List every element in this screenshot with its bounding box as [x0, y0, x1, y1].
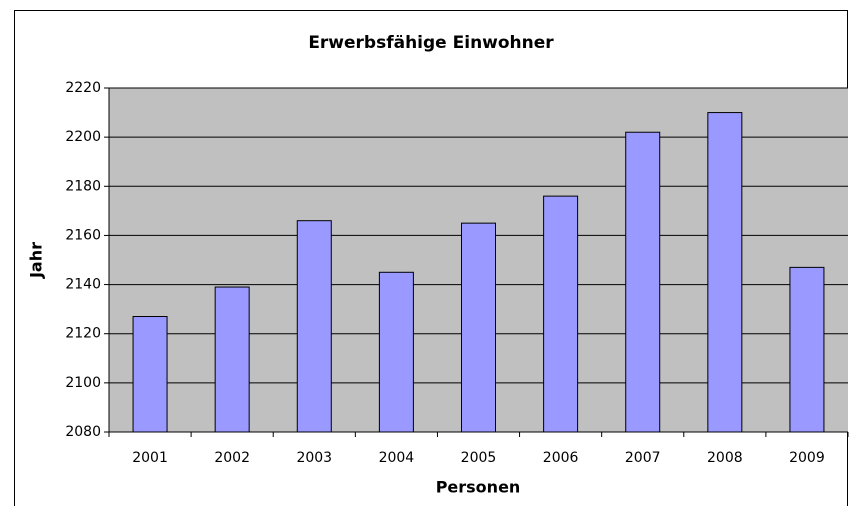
y-tick-label: 2080 [65, 424, 101, 440]
y-axis-label: Jahr [27, 242, 46, 279]
x-tick-label: 2001 [132, 450, 168, 466]
bar [132, 316, 168, 433]
bar [625, 131, 661, 433]
bar [378, 271, 414, 433]
bar [543, 195, 579, 433]
chart-title: Erwerbsfähige Einwohner [308, 33, 554, 53]
y-tick-label: 2120 [65, 326, 101, 342]
bar [789, 266, 825, 433]
y-tick-label: 2160 [65, 227, 101, 243]
bar [214, 286, 250, 433]
y-tick-label: 2200 [65, 129, 101, 145]
x-tick-label: 2006 [543, 450, 579, 466]
x-tick-label: 2005 [461, 450, 497, 466]
y-tick-label: 2220 [65, 80, 101, 96]
y-tick-label: 2100 [65, 375, 101, 391]
bar [707, 112, 743, 433]
x-tick-label: 2008 [707, 450, 743, 466]
bar [296, 220, 332, 433]
x-tick-label: 2003 [296, 450, 332, 466]
bar [461, 222, 496, 433]
y-tick-label: 2180 [65, 178, 101, 194]
x-tick-label: 2009 [789, 450, 825, 466]
x-tick-label: 2002 [214, 450, 250, 466]
x-tick-label: 2007 [625, 450, 661, 466]
x-tick-label: 2004 [379, 450, 415, 466]
y-tick-label: 2140 [65, 277, 101, 293]
x-axis-label: Personen [436, 478, 521, 497]
